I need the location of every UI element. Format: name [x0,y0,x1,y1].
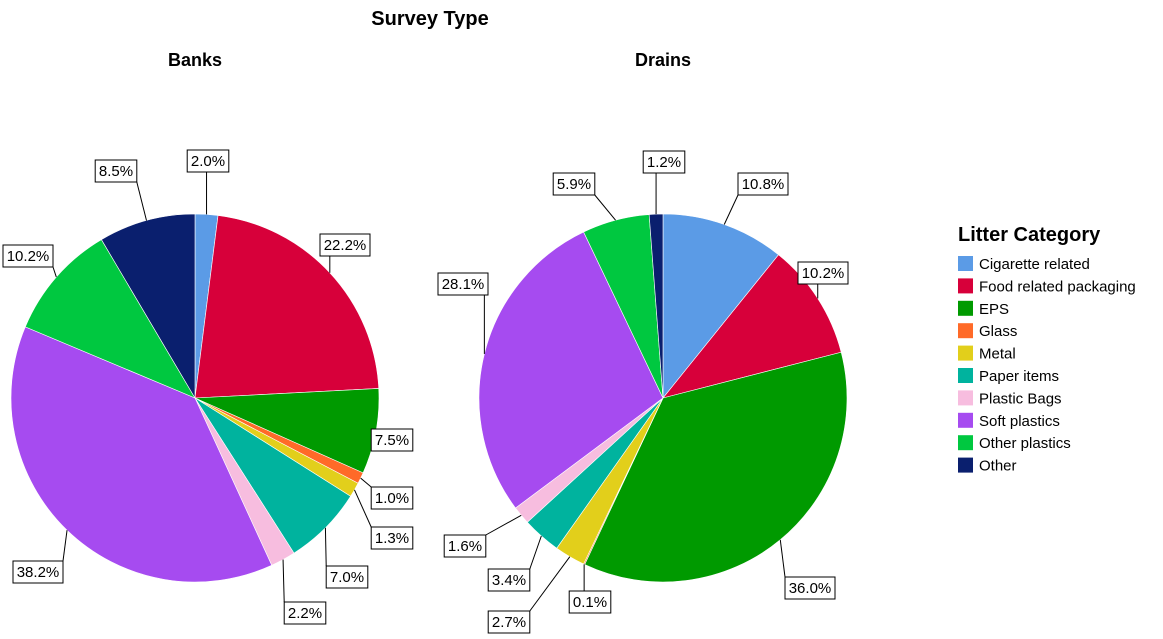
banks-label-box-metal [370,526,414,550]
drains-label-food-related-packaging: 10.2% [802,265,845,282]
drains-label-box-soft-plastics [437,272,489,296]
drains-label-box-plastic-bags [443,534,487,558]
pie-drains: 10.8% 10.2% 36.0% 0.1% 2.7% 3.4% 1.6% 28.1% 5.9%… [437,150,849,634]
banks-label-box-food-related-packaging [319,233,371,257]
legend: Litter Category Cigarette related Food re… [958,224,1136,475]
banks-label-other: 8.5% [99,163,133,180]
banks-label-paper-items: 7.0% [330,569,364,586]
banks-leader-glass [360,477,372,488]
banks-label-soft-plastics: 38.2% [17,564,60,581]
legend-label-other-plastics: Other plastics [979,435,1071,452]
banks-label-box-other-plastics [2,244,54,268]
banks-label-plastic-bags: 2.2% [288,605,322,622]
legend-swatch-other-plastics [958,435,973,451]
drains-label-box-eps [784,576,836,600]
banks-label-cigarette-related: 2.0% [191,153,225,170]
drains-label-other-plastics: 5.9% [557,176,591,193]
banks-label-box-glass [370,486,414,510]
legend-swatch-plastic-bags [958,390,973,406]
legend-swatch-soft-plastics [958,412,973,428]
banks-leader-paper-items [324,527,327,567]
drains-leader-paper-items [529,535,542,570]
banks-slice-other [101,213,196,400]
legend-swatch-glass [958,323,973,339]
banks-leader-plastic-bags [282,559,285,603]
pie-banks: 2.0% 22.2% 7.5% 1.0% 1.3% 7.0% 2.2% 38.2% 10.2% 8… [2,149,414,625]
drains-leader-eps [779,539,786,578]
drains-label-other: 1.2% [647,154,681,171]
banks-label-metal: 1.3% [375,530,409,547]
drains-leader-plastic-bags [485,514,522,536]
legend-label-cigarette-related: Cigarette related [979,256,1090,273]
drains-leader-metal [529,556,571,612]
drains-label-box-food-related-packaging [797,261,849,285]
banks-label-box-soft-plastics [12,560,64,584]
banks-label-box-plastic-bags [283,601,327,625]
banks-label-eps: 7.5% [375,432,409,449]
drains-label-box-cigarette-related [737,172,789,196]
drains-label-box-other-plastics [552,172,596,196]
banks-slice-other-plastics [24,239,196,399]
legend-swatch-paper-items [958,368,973,383]
legend-label-plastic-bags: Plastic Bags [979,390,1062,407]
drains-label-eps: 36.0% [789,580,832,597]
drains-label-glass: 0.1% [573,594,607,611]
banks-label-box-cigarette-related [186,149,230,173]
legend-swatch-metal [958,345,973,361]
drains-slice-soft-plastics [478,231,664,509]
legend-swatch-other [958,457,973,473]
chart-title-drains: Drains [635,50,691,70]
legend-label-soft-plastics: Soft plastics [979,413,1060,430]
drains-slice-food-related-packaging [662,254,842,399]
banks-label-food-related-packaging: 22.2% [324,237,367,254]
banks-leader-metal [353,489,372,528]
legend-title: Litter Category [958,224,1101,246]
drains-label-paper-items: 3.4% [492,572,526,589]
legend-swatch-food-related-packaging [958,278,973,294]
drains-label-box-other [642,150,686,174]
legend-label-glass: Glass [979,323,1017,340]
legend-label-metal: Metal [979,346,1016,363]
drains-label-cigarette-related: 10.8% [742,176,785,193]
drains-label-box-metal [487,610,531,634]
legend-label-eps: EPS [979,301,1009,318]
legend-swatch-eps [958,300,973,316]
figure-title: Survey Type [371,8,488,30]
drains-label-soft-plastics: 28.1% [442,276,485,293]
drains-label-plastic-bags: 1.6% [448,538,482,555]
banks-label-glass: 1.0% [375,490,409,507]
banks-leader-other [136,181,147,221]
legend-label-food-related-packaging: Food related packaging [979,278,1136,295]
banks-label-other-plastics: 10.2% [7,248,50,265]
drains-label-box-glass [568,590,612,614]
legend-items: Cigarette related Food related packaging E… [958,256,1136,475]
drains-label-box-paper-items [487,568,531,592]
banks-label-box-paper-items [325,565,369,589]
drains-leader-cigarette-related [723,194,739,225]
legend-label-paper-items: Paper items [979,368,1059,385]
drains-label-metal: 2.7% [492,614,526,631]
drains-slice-eps [584,351,848,583]
banks-label-box-eps [370,428,414,452]
banks-leader-soft-plastics [62,530,68,562]
banks-leader-other-plastics [52,266,57,278]
legend-label-other: Other [979,458,1017,475]
drains-leader-other-plastics [594,194,616,221]
banks-label-box-other [94,159,138,183]
legend-swatch-cigarette-related [958,256,973,271]
banks-slice-food-related-packaging [194,215,380,399]
chart-title-banks: Banks [168,50,222,70]
